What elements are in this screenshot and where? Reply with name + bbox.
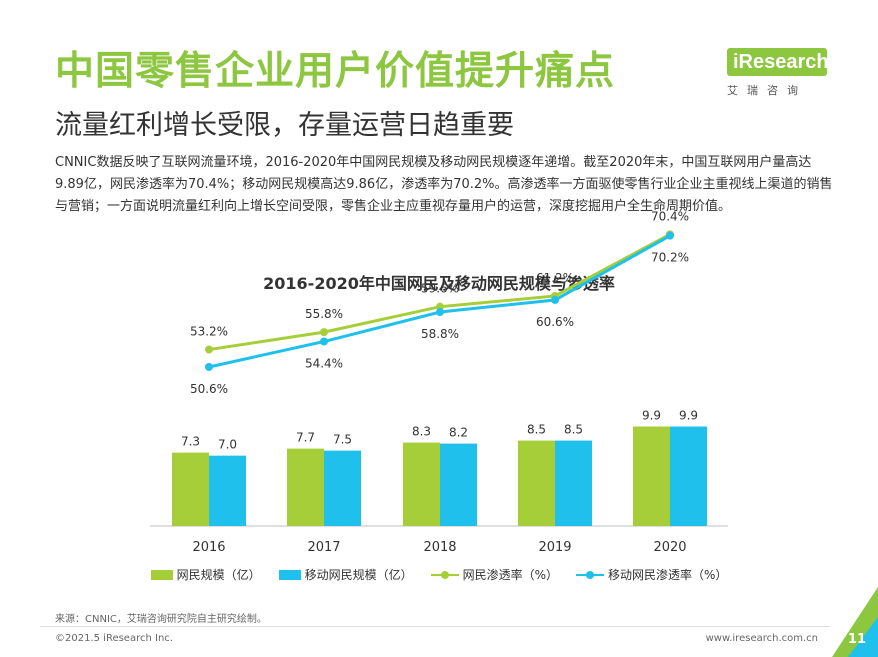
bar-data-label: 7.5 [333, 433, 352, 447]
website-link[interactable]: www.iresearch.com.cn [705, 633, 818, 644]
line-point-mobile-penetration-2016 [205, 362, 213, 371]
bar-data-label: 8.5 [527, 423, 546, 437]
bar-mobile-netizens-2016 [209, 455, 246, 526]
legend-item-mobile-netizens: 移动网民规模（亿） [278, 566, 413, 583]
line-data-label: 50.6% [190, 382, 228, 396]
copyright: ©2021.5 iResearch Inc. [55, 633, 173, 644]
legend-swatch-green-bar [150, 569, 173, 580]
chart-legend: 网民规模（亿） 移动网民规模（亿） 网民渗透率（%） 移动网民渗透率（%） [0, 566, 878, 583]
line-data-label: 70.4% [651, 209, 689, 223]
bar-netizens-2016 [172, 452, 209, 526]
legend-item-netizens: 网民规模（亿） [150, 566, 261, 583]
source-note: 来源：CNNIC，艾瑞咨询研究院自主研究绘制。 [55, 614, 267, 625]
x-tick-label-2019: 2019 [538, 540, 571, 555]
line-point-mobile-penetration-2020 [666, 231, 674, 240]
bar-netizens-2020 [633, 426, 670, 526]
line-point-mobile-penetration-2018 [436, 308, 444, 317]
line-point-penetration-2017 [320, 328, 328, 337]
x-tick-label-2018: 2018 [423, 540, 456, 555]
iresearch-logo: iResearch [727, 48, 829, 76]
brand-logo-block: iResearch 艾瑞咨询 [727, 48, 837, 98]
line-data-label: 54.4% [305, 357, 343, 371]
legend-label: 网民规模（亿） [176, 568, 261, 582]
bar-mobile-netizens-2020 [670, 426, 707, 526]
bar-netizens-2017 [287, 448, 324, 526]
legend-swatch-blue-line [576, 570, 605, 580]
legend-label: 移动网民渗透率（%） [608, 568, 728, 582]
footer-divider [40, 626, 830, 627]
legend-swatch-blue-bar [278, 569, 301, 580]
bar-data-label: 8.5 [564, 423, 583, 437]
line-point-mobile-penetration-2019 [551, 295, 559, 304]
legend-label: 网民渗透率（%） [462, 568, 559, 582]
legend-label: 移动网民规模（亿） [304, 568, 413, 582]
x-tick-label-2020: 2020 [653, 540, 686, 555]
page-number: 11 [847, 632, 866, 647]
page-title: 中国零售企业用户价值提升痛点 [55, 49, 616, 94]
chart-title: 2016-2020年中国网民及移动网民规模与渗透率 [263, 274, 615, 293]
page-subtitle: 流量红利增长受限，存量运营日趋重要 [55, 110, 514, 141]
bar-mobile-netizens-2018 [440, 443, 477, 526]
line-point-penetration-2016 [205, 345, 213, 354]
bar-mobile-netizens-2017 [324, 450, 361, 526]
logo-text: iResearch [733, 51, 829, 73]
line-data-label: 58.8% [421, 327, 459, 341]
intro-paragraph: CNNIC数据反映了互联网流量环境，2016-2020年中国网民规模及移动网民规… [55, 155, 833, 214]
line-point-mobile-penetration-2017 [320, 337, 328, 346]
line-data-label: 55.8% [305, 307, 343, 321]
bar-netizens-2019 [518, 440, 555, 526]
line-data-label: 53.2% [190, 325, 228, 339]
legend-swatch-green-line [430, 570, 459, 580]
bar-data-label: 8.3 [412, 425, 431, 439]
bar-netizens-2018 [403, 442, 440, 526]
bar-mobile-netizens-2019 [555, 440, 592, 526]
bar-data-label: 7.7 [296, 431, 315, 445]
series-line-mobile-penetration [208, 234, 671, 369]
legend-item-penetration: 网民渗透率（%） [430, 566, 559, 583]
line-data-label: 60.6% [536, 315, 574, 329]
line-data-label: 70.2% [651, 251, 689, 265]
x-tick-label-2017: 2017 [307, 540, 340, 555]
bar-data-label: 9.9 [679, 409, 698, 423]
bar-data-label: 8.2 [449, 426, 468, 440]
corner-decoration [832, 587, 878, 657]
legend-item-mobile-penetration: 移动网民渗透率（%） [576, 566, 727, 583]
bar-data-label: 7.3 [181, 435, 200, 449]
x-tick-label-2016: 2016 [192, 540, 225, 555]
logo-subtitle: 艾瑞咨询 [727, 84, 807, 97]
bar-data-label: 7.0 [218, 438, 237, 452]
line-data-label: 61.2% [536, 271, 574, 285]
bar-data-label: 9.9 [642, 409, 661, 423]
line-data-label: 59.6% [421, 282, 459, 296]
